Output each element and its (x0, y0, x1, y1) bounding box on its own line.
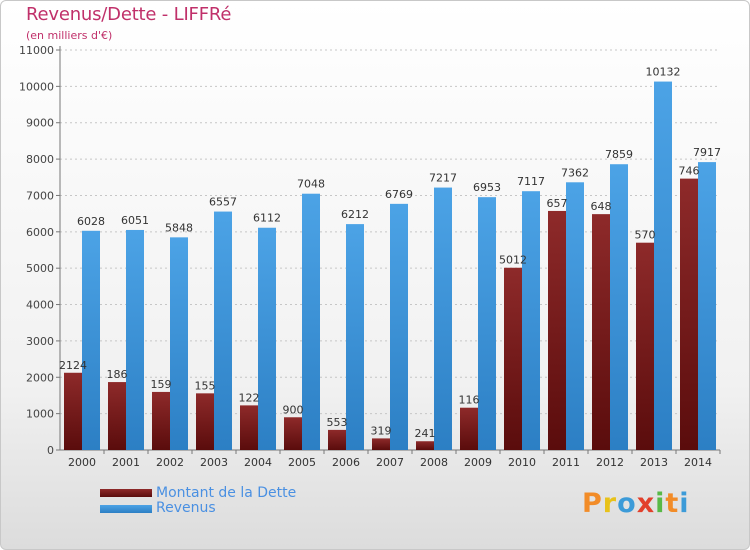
y-tick-label: 0 (47, 444, 54, 457)
data-label-dette: 570 (635, 229, 656, 242)
bar-dette (108, 382, 126, 450)
data-label-dette: 159 (151, 378, 172, 391)
data-label-revenus: 6028 (77, 215, 105, 228)
data-label-dette: 746 (679, 165, 700, 178)
y-tick-label: 3000 (26, 335, 54, 348)
x-tick-label: 2012 (596, 456, 624, 469)
x-tick-label: 2006 (332, 456, 360, 469)
x-tick-label: 2003 (200, 456, 228, 469)
data-label-revenus: 7362 (561, 166, 589, 179)
y-tick-label: 2000 (26, 371, 54, 384)
bar-revenus (566, 182, 584, 451)
legend-label-debt: Montant de la Dette (156, 485, 297, 501)
bar-revenus (126, 229, 144, 450)
bar-revenus (434, 187, 452, 450)
data-label-dette: 319 (371, 424, 392, 437)
bar-dette (548, 210, 566, 450)
data-label-revenus: 6051 (121, 214, 149, 227)
bar-revenus (302, 193, 320, 450)
bar-dette (284, 417, 302, 450)
data-label-dette: 155 (195, 379, 216, 392)
data-label-revenus: 6769 (385, 188, 413, 201)
bar-revenus (346, 224, 364, 450)
bar-revenus (698, 162, 716, 451)
data-label-revenus: 5848 (165, 221, 193, 234)
bar-dette (196, 393, 214, 450)
data-label-revenus: 7217 (429, 172, 457, 185)
data-label-dette: 657 (547, 197, 568, 210)
bar-revenus (390, 203, 408, 450)
chart-title: Revenus/Dette - LIFFRé (26, 4, 232, 25)
bar-revenus (610, 164, 628, 450)
bars (64, 81, 716, 451)
x-tick-label: 2001 (112, 456, 140, 469)
data-label-revenus: 7117 (517, 175, 545, 188)
data-label-revenus: 6112 (253, 212, 281, 225)
data-label-dette: 648 (591, 200, 612, 213)
bar-revenus (214, 211, 232, 450)
data-label-revenus: 10132 (646, 66, 681, 79)
y-tick-label: 4000 (26, 299, 54, 312)
bar-dette (680, 178, 698, 451)
bar-revenus (170, 237, 188, 450)
x-tick-label: 2009 (464, 456, 492, 469)
proxiti-logo: Proxiti (582, 488, 690, 519)
y-tick-label: 7000 (26, 189, 54, 202)
data-label-dette: 186 (107, 368, 128, 381)
data-label-revenus: 7048 (297, 178, 325, 191)
legend-swatch-debt (100, 489, 152, 497)
bar-revenus (258, 227, 276, 450)
bar-dette (64, 372, 82, 450)
x-tick-label: 2007 (376, 456, 404, 469)
x-tick-label: 2008 (420, 456, 448, 469)
y-tick-label: 11000 (19, 44, 54, 57)
data-label-dette: 2124 (59, 359, 87, 372)
x-tick-label: 2002 (156, 456, 184, 469)
y-tick-label: 1000 (26, 408, 54, 421)
data-label-dette: 900 (283, 403, 304, 416)
data-label-dette: 553 (327, 416, 348, 429)
x-tick-label: 2014 (684, 456, 712, 469)
bar-dette (416, 441, 434, 450)
bar-revenus (522, 191, 540, 450)
chart-subtitle: (en milliers d'€) (26, 29, 113, 42)
x-tick-label: 2010 (508, 456, 536, 469)
data-label-revenus: 6953 (473, 181, 501, 194)
y-tick-label: 5000 (26, 262, 54, 275)
y-tick-label: 9000 (26, 117, 54, 130)
data-label-revenus: 6557 (209, 196, 237, 209)
x-tick-label: 2000 (68, 456, 96, 469)
y-tick-label: 8000 (26, 153, 54, 166)
bar-dette (460, 407, 478, 450)
legend-label-revenus: Revenus (156, 500, 216, 516)
bar-dette (240, 405, 258, 450)
y-tick-label: 10000 (19, 80, 54, 93)
data-label-dette: 5012 (499, 254, 527, 267)
legend-swatch-revenus (100, 505, 152, 513)
bar-revenus (654, 81, 672, 451)
y-tick-label: 6000 (26, 226, 54, 239)
data-labels: 2124 6028 186 6051 159 5848 155 6557 122 6112 900 7… (59, 66, 721, 441)
data-label-revenus: 6212 (341, 208, 369, 221)
x-tick-label: 2011 (552, 456, 580, 469)
data-label-revenus: 7917 (693, 146, 721, 159)
data-label-dette: 122 (239, 391, 260, 404)
bar-dette (592, 214, 610, 450)
x-tick-label: 2004 (244, 456, 272, 469)
bar-dette (152, 391, 170, 450)
bar-revenus (478, 197, 496, 450)
bar-dette (372, 438, 390, 450)
data-label-dette: 116 (459, 394, 480, 407)
data-label-revenus: 7859 (605, 148, 633, 161)
bar-dette (504, 267, 522, 450)
x-tick-label: 2013 (640, 456, 668, 469)
bar-dette (328, 429, 346, 450)
x-tick-label: 2005 (288, 456, 316, 469)
data-label-dette: 241 (415, 427, 436, 440)
bar-dette (636, 242, 654, 450)
bar-revenus (82, 230, 100, 450)
